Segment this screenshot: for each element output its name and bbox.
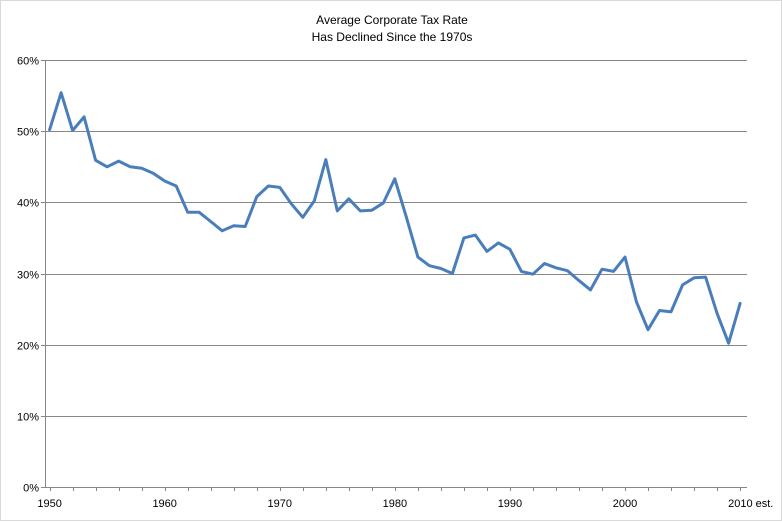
chart-title: Average Corporate Tax Rate Has Declined … (312, 13, 473, 44)
chart-title-line-1: Average Corporate Tax Rate (316, 13, 468, 27)
y-tick-label: 0% (23, 483, 39, 495)
axes (41, 60, 747, 491)
y-axis-tick-labels: 0% 10% 20% 30% 40% 50% 60% (17, 56, 39, 495)
x-tick-label: 2010 est. (728, 498, 773, 510)
y-tick-label: 40% (17, 198, 39, 210)
x-tick-label: 1950 (37, 498, 61, 510)
series-line-0 (48, 91, 742, 345)
y-tick-label: 60% (17, 56, 39, 68)
y-tick-label: 20% (17, 341, 39, 353)
y-tick-label: 50% (17, 127, 39, 139)
x-axis-tick-labels: 1950 1960 1970 1980 1990 2000 2010 est. (37, 498, 773, 510)
chart-title-line-2: Has Declined Since the 1970s (312, 30, 473, 44)
x-tick-label: 1970 (268, 498, 292, 510)
x-tick-label: 1990 (498, 498, 522, 510)
data-series (48, 91, 742, 345)
y-tick-label: 30% (17, 270, 39, 282)
y-tick-label: 10% (17, 412, 39, 424)
gridlines (45, 60, 747, 417)
x-tick-label: 2000 (613, 498, 637, 510)
x-tick-label: 1960 (152, 498, 176, 510)
x-tick-label: 1980 (383, 498, 407, 510)
